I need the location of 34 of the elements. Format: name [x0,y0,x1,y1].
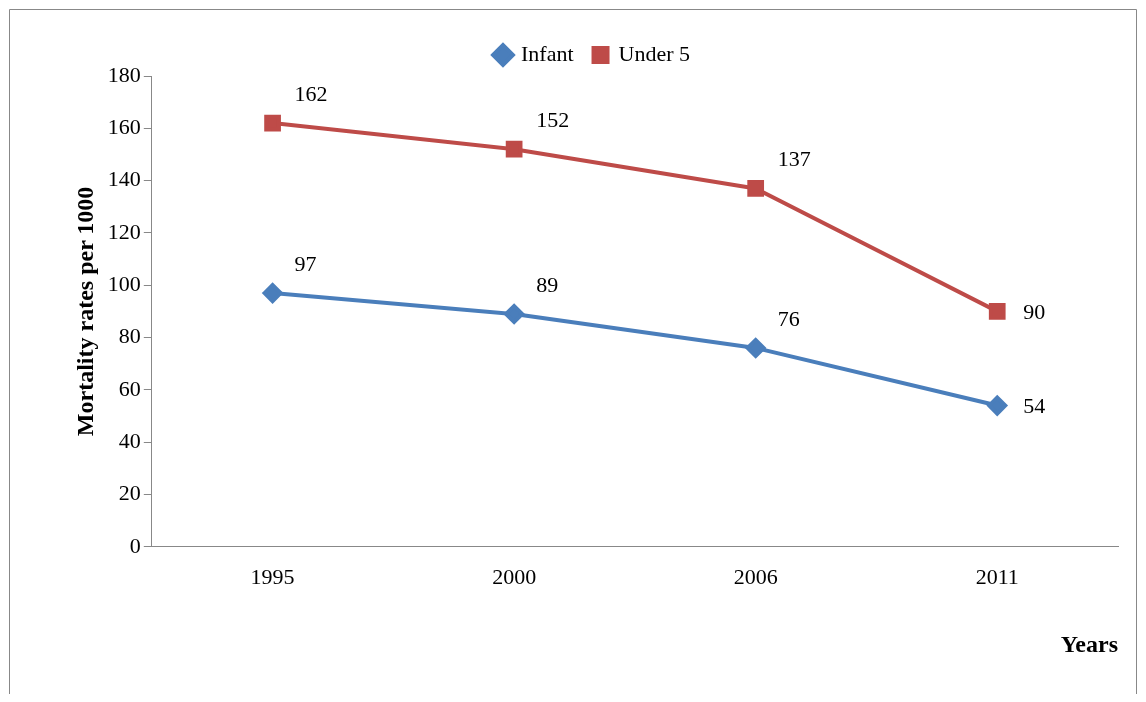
data-label: 90 [1023,299,1046,325]
data-label: 89 [536,271,559,297]
data-label: 152 [536,107,570,133]
data-label: 76 [777,305,800,331]
y-tick-label: 20 [118,480,141,506]
y-tick-label: 180 [107,61,141,87]
y-tick-label: 0 [129,532,141,558]
point [504,304,525,325]
x-tick-label: 2006 [733,563,778,589]
point [747,180,765,197]
data-label: 54 [1023,393,1046,419]
y-tick-label: 100 [107,271,141,297]
data-label: 162 [294,80,328,106]
point [745,338,766,359]
x-axis-title: Years [1060,630,1118,657]
legend-label: Under 5 [618,40,691,66]
y-tick-label: 140 [107,166,141,192]
point [987,395,1008,416]
point [262,283,283,304]
y-tick-label: 160 [107,114,141,140]
x-tick-label: 2000 [492,563,537,589]
x-tick-label: 1995 [250,563,295,589]
data-label: 97 [294,250,317,276]
y-tick-label: 60 [118,375,141,401]
y-axis-title: Mortality rates per 1000 [71,186,98,437]
y-tick-label: 80 [118,323,141,349]
y-tick-label: 120 [107,218,141,244]
point [988,303,1006,320]
data-label: 137 [777,146,811,172]
point [505,140,523,158]
legend-label: Infant [521,40,574,66]
y-tick-label: 40 [118,427,141,453]
point [264,114,281,132]
x-tick-label: 2011 [975,563,1019,589]
